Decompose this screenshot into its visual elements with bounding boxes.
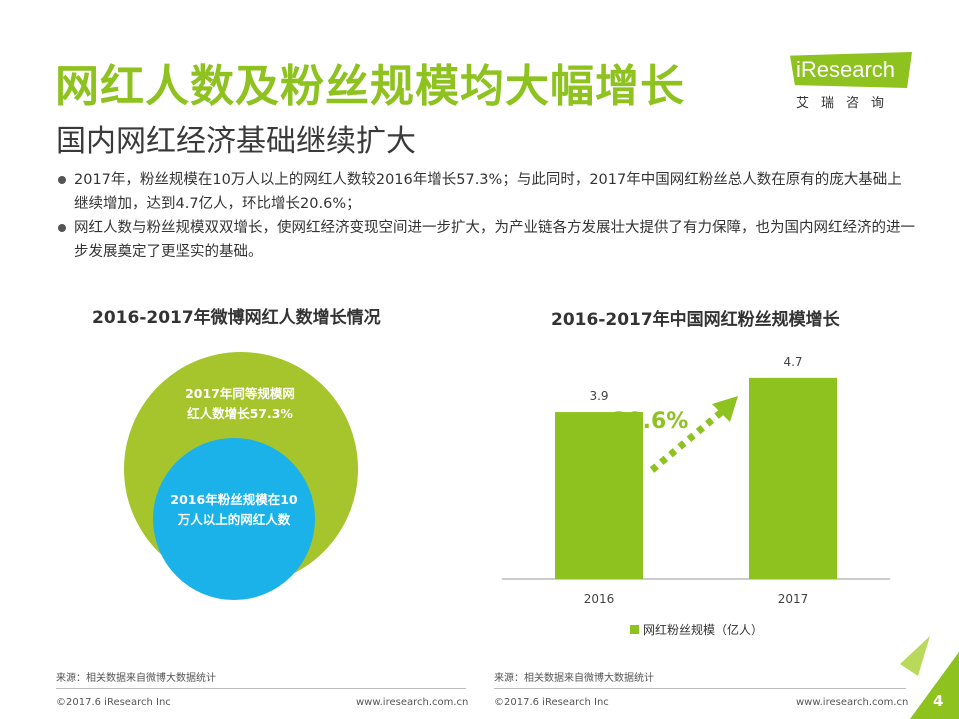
footer-copyright-right: ©2017.6 iResearch Inc <box>494 697 609 708</box>
page-title: 网红人数及粉丝规模均大幅增长 <box>55 61 685 112</box>
footer-copyright-left: ©2017.6 iResearch Inc <box>56 697 171 708</box>
bullet-item: 网红人数与粉丝规模双双增长，使网红经济变现空间进一步扩大，为产业链各方发展壮大提… <box>56 216 916 264</box>
bullet-item: 2017年，粉丝规模在10万人以上的网红人数较2016年增长57.3%；与此同时… <box>56 168 916 216</box>
right-chart-title: 2016-2017年中国网红粉丝规模增长 <box>551 310 840 330</box>
x-tick-label-2016: 2016 <box>584 592 615 606</box>
bar-2017 <box>749 377 837 579</box>
x-tick-label-2017: 2017 <box>778 592 809 606</box>
page-subtitle: 国内网红经济基础继续扩大 <box>56 124 416 159</box>
left-chart-title: 2016-2017年微博网红人数增长情况 <box>92 308 381 328</box>
bar-value-label-2016: 3.9 <box>589 389 608 403</box>
footer-url-right: www.iresearch.com.cn <box>796 697 909 708</box>
bar-value-label-2017: 4.7 <box>783 355 802 369</box>
logo-badge <box>790 52 912 88</box>
footer-divider-left <box>56 688 466 689</box>
left-source-note: 来源：相关数据来自微博大数据统计 <box>56 673 216 684</box>
logo-text: iResearch <box>796 57 896 82</box>
bullet-list: 2017年，粉丝规模在10万人以上的网红人数较2016年增长57.3%；与此同时… <box>56 168 916 264</box>
right-source-note: 来源：相关数据来自微博大数据统计 <box>494 673 654 684</box>
inner-circle <box>153 438 315 600</box>
bar-2016 <box>555 412 643 579</box>
footer-url-left: www.iresearch.com.cn <box>356 697 469 708</box>
growth-rate-label: 20.6% <box>612 409 688 434</box>
footer-divider-right <box>494 688 906 689</box>
inner-circle-label: 2016年粉丝规模在10万人以上的网红人数 <box>170 492 298 527</box>
outer-circle-label: 2017年同等规模网红人数增长57.3% <box>185 386 295 421</box>
growth-arrow-head <box>712 396 738 422</box>
page-number: 4 <box>933 692 944 710</box>
legend-label: 网红粉丝规模（亿人） <box>643 622 763 637</box>
legend-swatch <box>630 625 639 634</box>
growth-arrow <box>649 407 727 473</box>
logo-cn-text: 艾瑞咨询 <box>796 96 897 111</box>
iresearch-logo: iResearch 艾瑞咨询 <box>790 52 915 114</box>
